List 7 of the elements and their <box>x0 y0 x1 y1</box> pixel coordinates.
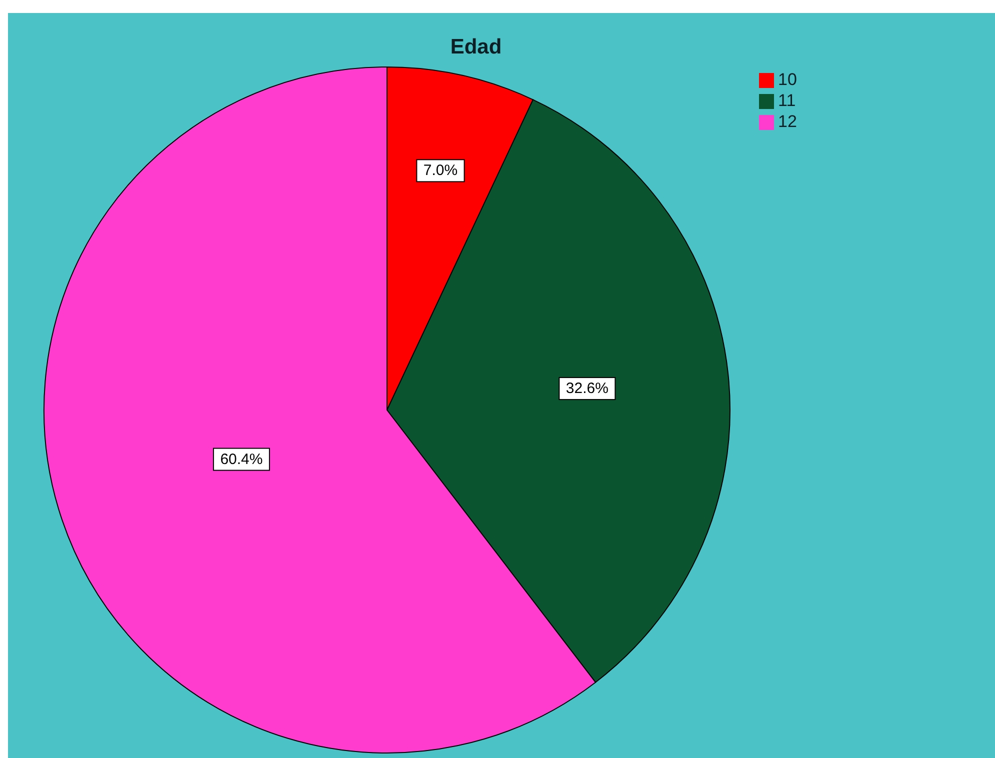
legend-label: 12 <box>778 112 797 131</box>
legend-label: 10 <box>778 70 797 89</box>
data-label: 7.0% <box>423 162 458 180</box>
data-label: 32.6% <box>566 380 608 398</box>
data-label: 60.4% <box>220 450 263 468</box>
legend-label: 11 <box>778 91 796 110</box>
chart-title: Edad <box>450 36 502 58</box>
